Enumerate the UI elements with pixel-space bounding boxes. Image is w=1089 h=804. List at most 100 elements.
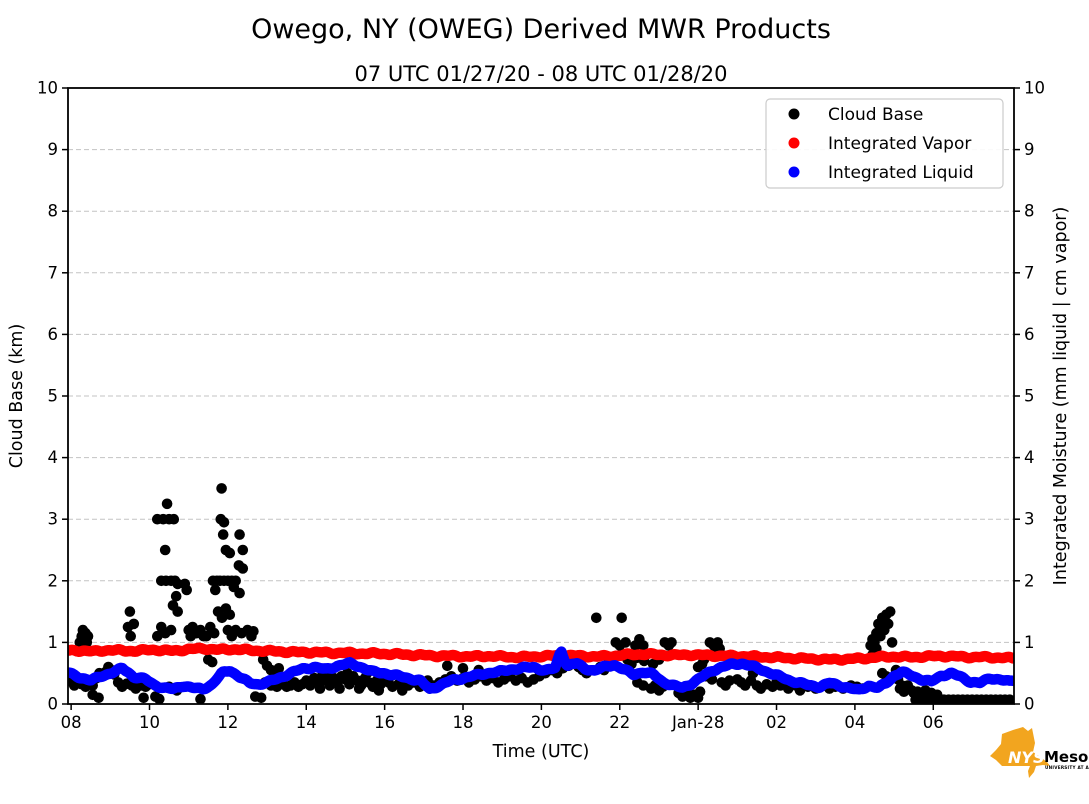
x-tick-label: 14 [296, 713, 317, 732]
cloud-base-point [248, 626, 259, 637]
legend-marker-cloud-base [788, 108, 800, 120]
cloud-base-point [224, 609, 236, 620]
ny-state-shape [990, 727, 1050, 778]
cloud-base-point [93, 692, 104, 704]
cloud-base-point [884, 606, 896, 617]
cloud-base-point [159, 544, 171, 556]
x-axis-label: Time (UTC) [492, 742, 590, 762]
cloud-base-point [620, 637, 631, 648]
y-tick-label-right: 4 [1024, 448, 1035, 467]
y-tick-label-right: 10 [1024, 79, 1045, 98]
cloud-base-point [237, 544, 249, 556]
cloud-base-point [273, 663, 285, 674]
cloud-base-point [638, 640, 649, 651]
x-tick-label: 18 [453, 713, 474, 732]
cloud-base-point [237, 563, 249, 574]
cloud-base-point [457, 663, 469, 674]
cloud-base-point [181, 584, 192, 596]
y-tick-label-right: 7 [1024, 263, 1035, 282]
x-tick-label: 16 [374, 713, 395, 732]
x-tick-label: 08 [61, 713, 82, 732]
cloud-base-point [886, 637, 898, 648]
cloud-base-point [154, 693, 165, 704]
cloud-base-point [161, 498, 173, 510]
y-tick-label-left: 9 [48, 140, 59, 159]
y-tick-label-right: 9 [1024, 140, 1035, 159]
integrated-liquid-line [68, 646, 1014, 695]
cloud-base-point [666, 637, 677, 648]
y-tick-label-left: 7 [48, 263, 59, 282]
cloud-base-point [442, 660, 453, 672]
legend-box [765, 98, 1004, 189]
y-axis-label-left: Cloud Base (km) [7, 324, 27, 469]
gridlines [68, 149, 1014, 643]
logo-text-nys: NYS [1008, 748, 1045, 767]
y-tick-label-right: 0 [1024, 695, 1035, 714]
cloud-base-point [1006, 695, 1014, 704]
x-tick-label: 04 [844, 713, 865, 732]
legend-label-integrated-vapor: Integrated Vapor [828, 134, 971, 154]
x-tick-label: 20 [531, 713, 552, 732]
y-tick-label-right: 8 [1024, 202, 1035, 221]
cloud-base-point [694, 686, 706, 697]
y-tick-label-right: 1 [1024, 633, 1035, 652]
cloud-base-point [882, 618, 894, 630]
cloud-base-point [128, 618, 140, 630]
y-tick-label-left: 10 [37, 79, 58, 98]
series-layer [68, 483, 1014, 704]
x-tick-label: 02 [766, 713, 787, 732]
x-tick-label: 22 [609, 713, 630, 732]
chart-subtitle: 07 UTC 01/27/20 - 08 UTC 01/28/20 [355, 62, 728, 86]
y-tick-label-right: 6 [1024, 325, 1035, 344]
x-tick-label: 12 [217, 713, 238, 732]
cloud-base-point [724, 675, 735, 686]
y-axis-label-right: Integrated Moisture (mm liquid | cm vapo… [1051, 207, 1071, 586]
cloud-base-point [195, 693, 206, 704]
cloud-base-point [168, 513, 180, 525]
cloud-base-point [334, 683, 345, 694]
y-tick-label-right: 5 [1024, 387, 1035, 406]
cloud-base-point [217, 529, 229, 540]
legend-marker-integrated-vapor [788, 137, 800, 149]
y-tick-label-left: 5 [48, 387, 59, 406]
cloud-base-point [234, 587, 245, 599]
cloud-base-point [255, 692, 267, 704]
cloud-base-point [224, 547, 236, 559]
chart-title: Owego, NY (OWEG) Derived MWR Products [251, 14, 831, 45]
cloud-base-point [172, 606, 183, 617]
cloud-base-point [82, 630, 94, 642]
cloud-base-point [210, 584, 221, 596]
logo-text-caption: UNIVERSITY AT ALBANY [1045, 765, 1089, 770]
cloud-base-point [208, 627, 220, 639]
plot-frame [67, 87, 1015, 705]
y-tick-label-left: 4 [48, 448, 59, 467]
cloud-base-point [138, 692, 149, 704]
cloud-base-point [124, 606, 136, 617]
y-tick-label-right: 2 [1024, 571, 1035, 590]
x-tick-label: 06 [923, 713, 944, 732]
cloud-base-point [218, 517, 230, 528]
cloud-base-point [170, 590, 182, 602]
cloud-base-point [234, 529, 245, 540]
legend: Cloud Base Integrated Vapor Integrated L… [765, 98, 1004, 189]
legend-label-cloud-base: Cloud Base [828, 105, 923, 125]
x-tick-label: Jan-28 [671, 713, 724, 732]
y-tick-label-left: 6 [48, 325, 59, 344]
integrated-vapor-line [68, 642, 1014, 666]
cloud-base-point [206, 656, 218, 668]
cloud-base-point [165, 624, 177, 636]
cloud-base-point [616, 612, 627, 624]
cloud-base-point [314, 683, 326, 694]
y-tick-label-left: 1 [48, 633, 59, 652]
cloud-base-point [591, 612, 602, 624]
y-tick-label-left: 2 [48, 571, 59, 590]
cloud-base-point [125, 630, 136, 642]
y-tick-label-left: 3 [48, 510, 59, 529]
x-tick-label: 10 [139, 713, 160, 732]
legend-label-integrated-liquid: Integrated Liquid [828, 163, 974, 183]
nys-mesonet-logo: NYS Mesonet UNIVERSITY AT ALBANY [990, 727, 1089, 778]
y-tick-label-left: 0 [48, 695, 59, 714]
